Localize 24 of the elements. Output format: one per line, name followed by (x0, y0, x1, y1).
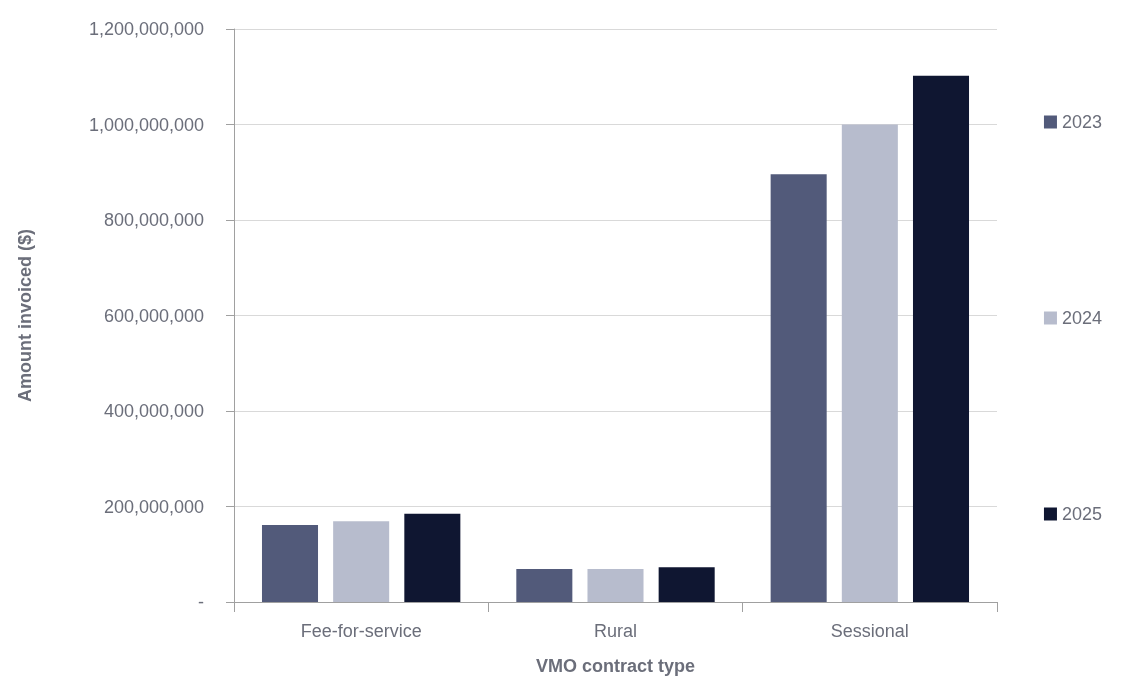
x-tick-label: Sessional (830, 621, 909, 641)
y-tick-label: 600,000,000 (103, 305, 204, 326)
bar (587, 569, 644, 602)
y-tick-label: 1,200,000,000 (88, 19, 204, 39)
bar (516, 569, 573, 602)
bar (912, 75, 970, 602)
bar (770, 174, 827, 602)
x-axis-title: VMO contract type (535, 656, 696, 676)
bar (261, 525, 319, 602)
y-tick-label: - (198, 592, 204, 612)
bar (841, 124, 898, 602)
bar (333, 521, 390, 602)
legend-label: 2023 (1061, 112, 1102, 132)
y-tick-label: 400,000,000 (103, 401, 204, 421)
y-tick-label: 1,000,000,000 (88, 114, 204, 135)
y-tick-label: 200,000,000 (103, 496, 204, 517)
y-tick-label: 800,000,000 (103, 210, 204, 230)
bar (658, 567, 715, 602)
bar (404, 513, 461, 602)
x-tick-label: Rural (593, 621, 638, 641)
legend-label: 2024 (1061, 308, 1102, 328)
y-axis-title: Amount invoiced ($) (15, 228, 35, 403)
x-tick-label: Fee-for-service (300, 621, 422, 641)
legend-label: 2025 (1061, 504, 1102, 524)
